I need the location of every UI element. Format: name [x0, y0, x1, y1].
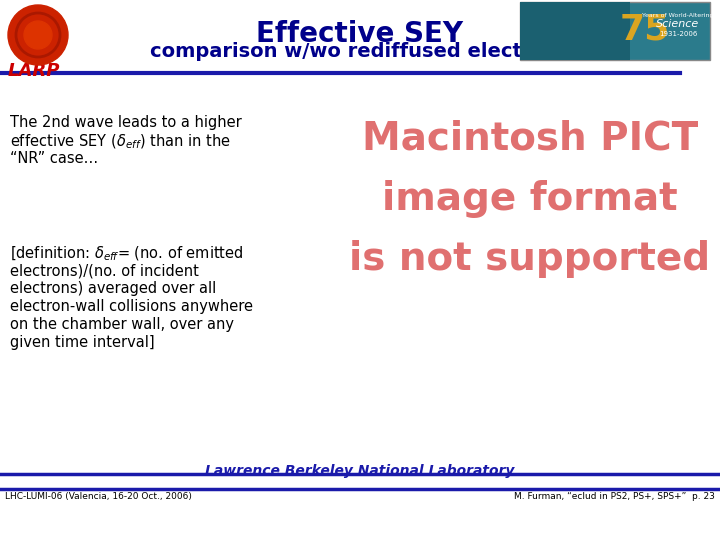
Circle shape: [24, 21, 52, 49]
Text: 1931-2006: 1931-2006: [659, 31, 697, 37]
Text: LHC-LUMI-06 (Valencia, 16-20 Oct., 2006): LHC-LUMI-06 (Valencia, 16-20 Oct., 2006): [5, 492, 192, 501]
Bar: [520, 2, 630, 60]
Text: electrons) averaged over all: electrons) averaged over all: [10, 281, 216, 296]
Circle shape: [8, 5, 68, 65]
Text: electrons)/(no. of incident: electrons)/(no. of incident: [10, 263, 199, 278]
Text: given time interval]: given time interval]: [10, 335, 155, 350]
Text: 75: 75: [620, 13, 670, 47]
Text: M. Furman, “eclud in PS2, PS+, SPS+”  p. 23: M. Furman, “eclud in PS2, PS+, SPS+” p. …: [514, 492, 715, 501]
Text: Effective SEY: Effective SEY: [256, 20, 464, 48]
Bar: [520, 2, 710, 60]
Text: LARP: LARP: [8, 62, 60, 80]
Text: The 2nd wave leads to a higher: The 2nd wave leads to a higher: [10, 115, 242, 130]
Text: effective SEY ($\delta_{eff}$) than in the: effective SEY ($\delta_{eff}$) than in t…: [10, 133, 230, 151]
Text: electron-wall collisions anywhere: electron-wall collisions anywhere: [10, 299, 253, 314]
Text: [definition: $\delta_{eff}$= (no. of emitted: [definition: $\delta_{eff}$= (no. of emi…: [10, 245, 243, 264]
Text: “NR” case…: “NR” case…: [10, 151, 98, 166]
Text: Lawrence Berkeley National Laboratory: Lawrence Berkeley National Laboratory: [205, 464, 515, 478]
Text: image format: image format: [382, 180, 678, 218]
Text: Macintosh PICT: Macintosh PICT: [362, 120, 698, 158]
Text: on the chamber wall, over any: on the chamber wall, over any: [10, 317, 234, 332]
Text: is not supported: is not supported: [349, 240, 711, 278]
Text: Science: Science: [657, 19, 700, 29]
Text: Years of World-Altering: Years of World-Altering: [642, 12, 714, 17]
Text: comparison w/wo rediffused electrons: comparison w/wo rediffused electrons: [150, 42, 570, 61]
